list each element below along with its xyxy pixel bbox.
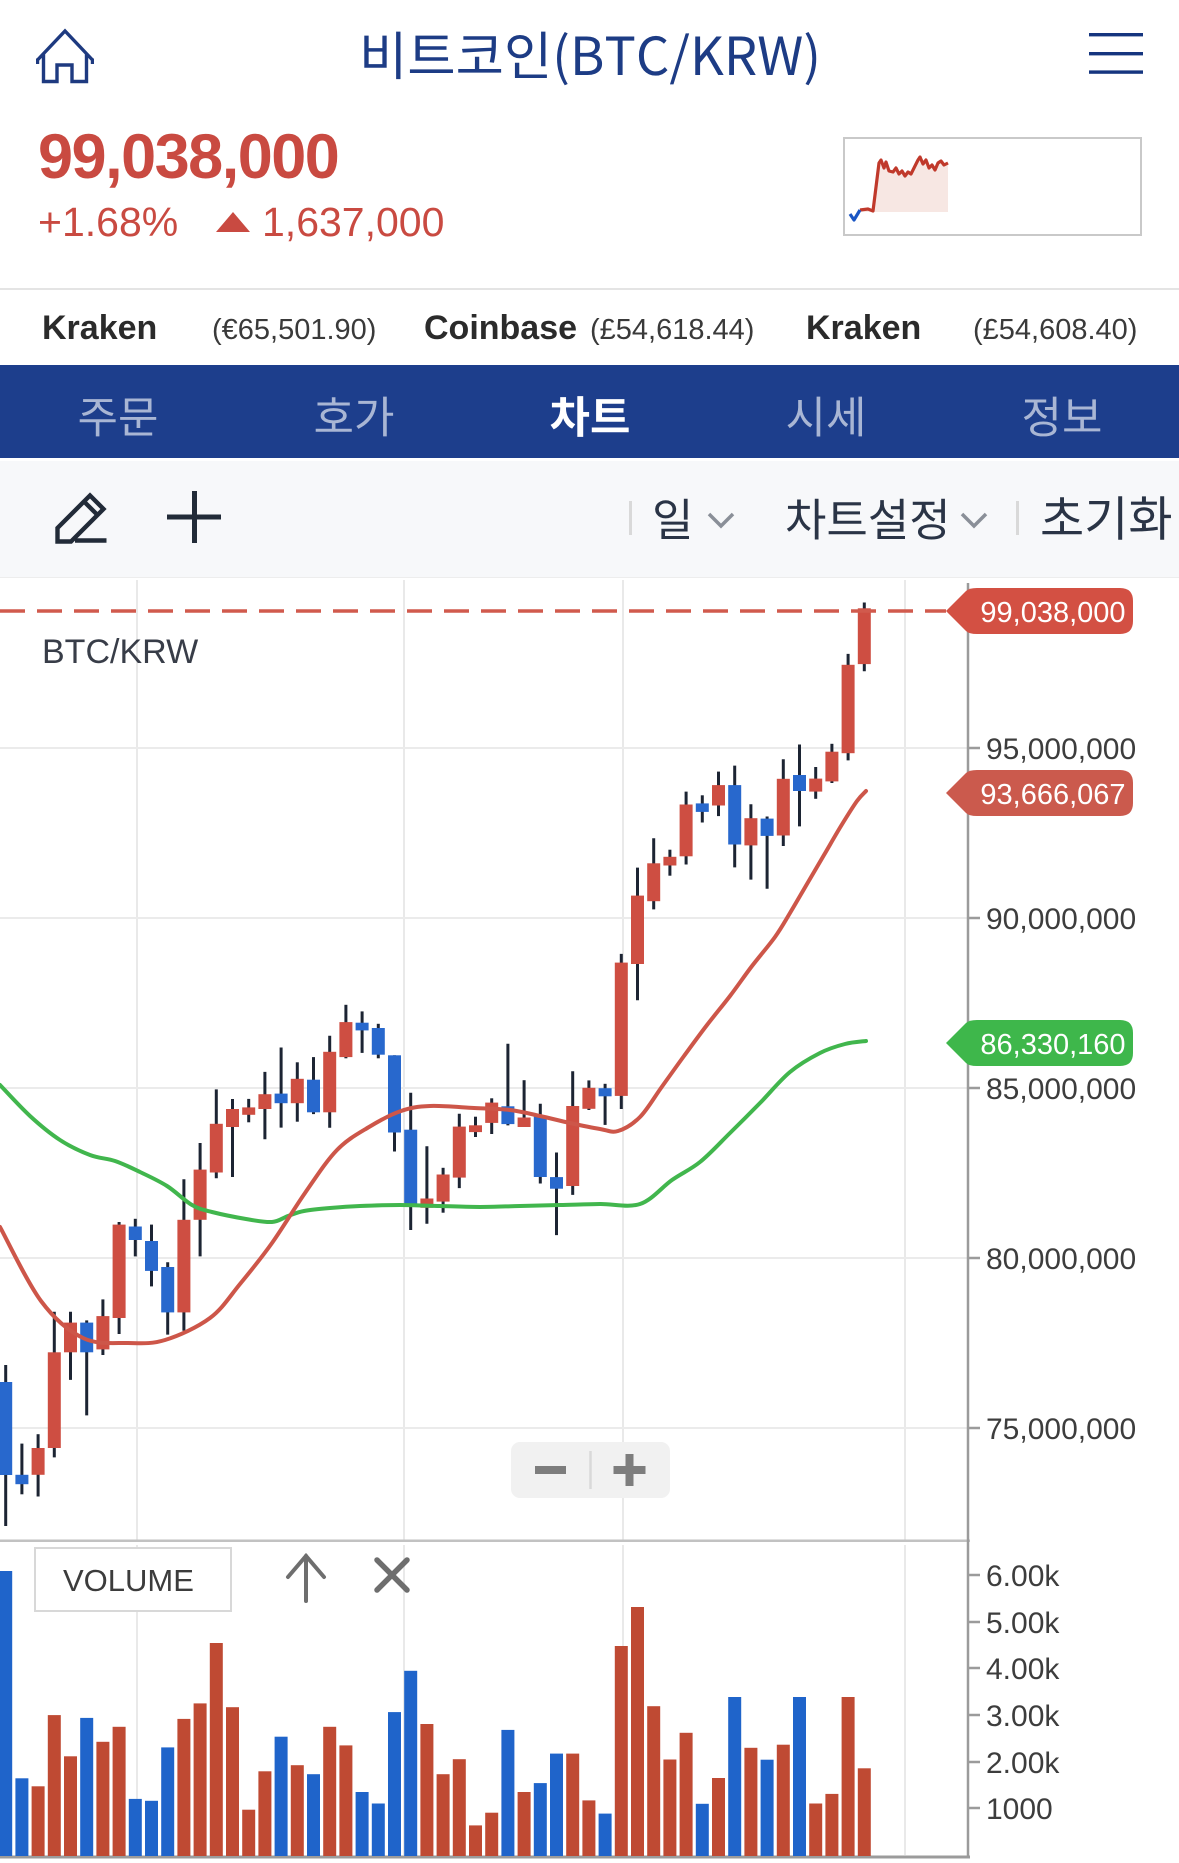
- svg-text:1000: 1000: [986, 1793, 1053, 1826]
- svg-text:85,000,000: 85,000,000: [986, 1073, 1136, 1106]
- svg-text:90,000,000: 90,000,000: [986, 903, 1136, 936]
- svg-text:86,330,160: 86,330,160: [980, 1029, 1125, 1061]
- svg-text:VOLUME: VOLUME: [63, 1563, 194, 1598]
- svg-text:95,000,000: 95,000,000: [986, 733, 1136, 766]
- svg-text:BTC/KRW: BTC/KRW: [42, 633, 198, 671]
- svg-text:5.00k: 5.00k: [986, 1607, 1060, 1640]
- svg-text:3.00k: 3.00k: [986, 1700, 1060, 1733]
- svg-text:99,038,000: 99,038,000: [980, 597, 1125, 629]
- svg-text:4.00k: 4.00k: [986, 1653, 1060, 1686]
- svg-text:6.00k: 6.00k: [986, 1560, 1060, 1593]
- svg-text:80,000,000: 80,000,000: [986, 1243, 1136, 1276]
- svg-text:75,000,000: 75,000,000: [986, 1413, 1136, 1446]
- svg-text:93,666,067: 93,666,067: [980, 779, 1125, 811]
- svg-text:2.00k: 2.00k: [986, 1747, 1060, 1780]
